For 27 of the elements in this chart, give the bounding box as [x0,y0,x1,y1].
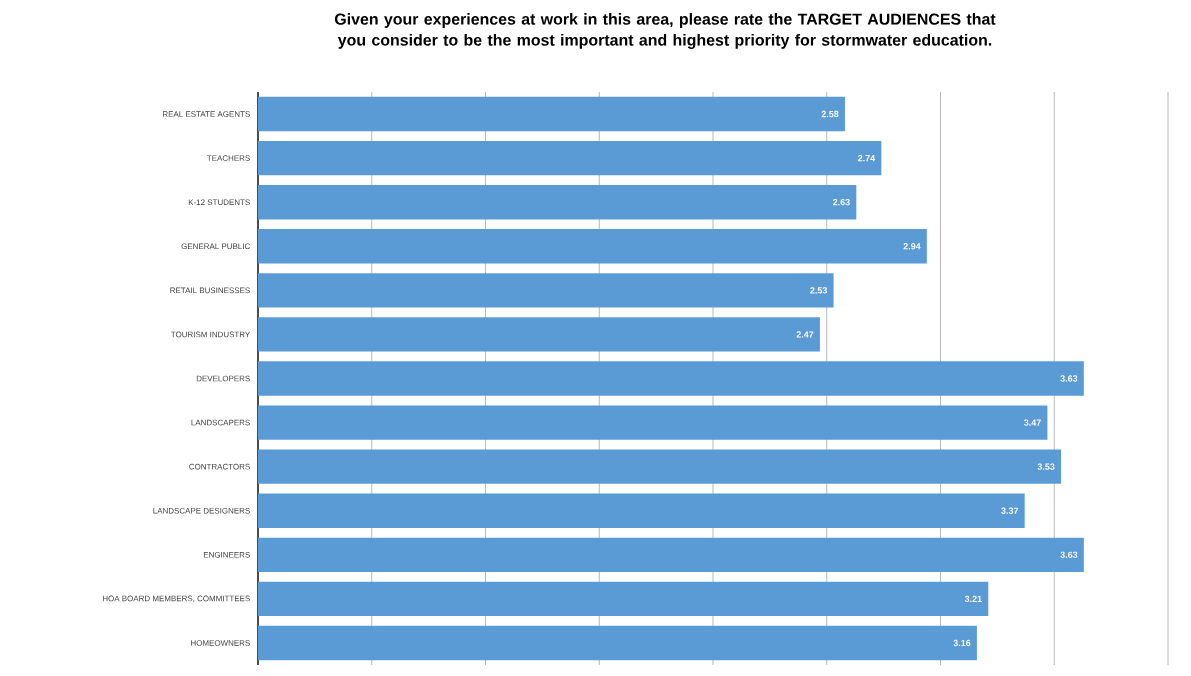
data-label: 2.94 [903,243,921,250]
data-label: 3.53 [1037,463,1055,470]
data-label: 2.58 [821,110,839,118]
bar [258,317,820,352]
data-label: 2.63 [832,199,850,206]
data-label: 3.37 [1001,507,1019,514]
data-label: 2.47 [796,331,814,338]
data-label: 3.63 [1060,551,1078,558]
bar [258,537,1084,572]
data-label: 2.53 [810,287,828,294]
bar [258,96,845,132]
bar [258,185,857,220]
bar [258,361,1084,396]
bar [258,229,927,264]
chart-title: Given your experiences at work in this area, please rate the TARGET AUDIENCES that you consider to be the most important and highest priority for stormwater education. [334,13,996,49]
data-label: 3.16 [953,639,971,647]
bar [258,581,989,617]
data-label: 3.21 [964,595,982,603]
bar [258,449,1062,484]
bar [258,405,1048,440]
bar [258,140,882,176]
bar [258,493,1025,528]
data-label: 3.47 [1023,419,1041,426]
data-label: 2.74 [858,154,876,162]
bar [258,273,834,308]
bar [258,625,977,661]
data-label: 3.63 [1060,375,1078,382]
